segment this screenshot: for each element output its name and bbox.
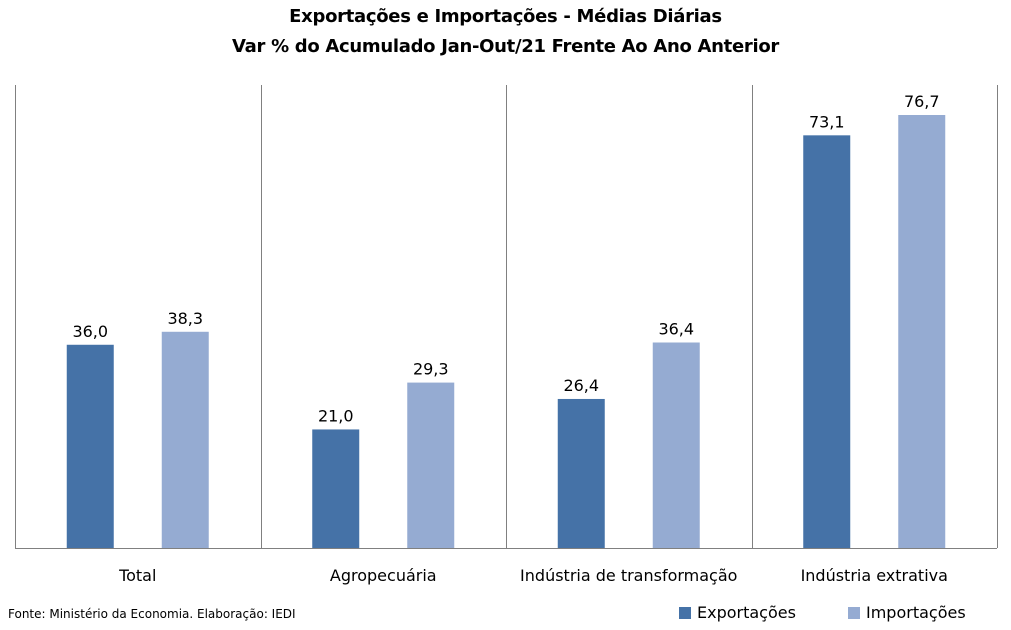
bar-importacoes-3 <box>898 115 946 548</box>
category-label-1: Agropecuária <box>330 566 437 585</box>
bar-importacoes-2 <box>652 342 700 548</box>
legend-label-importacoes: Importações <box>866 603 966 622</box>
bar-exportacoes-2 <box>557 398 605 548</box>
legend-item-exportacoes: Exportações <box>679 603 796 622</box>
bar-importacoes-1 <box>407 382 455 548</box>
data-label-importacoes-3: 76,7 <box>904 92 940 111</box>
bar-exportacoes-3 <box>803 135 851 548</box>
category-label-0: Total <box>118 566 156 585</box>
legend-swatch-exportacoes <box>679 606 691 619</box>
bar-exportacoes-0 <box>66 344 114 548</box>
legend-label-exportacoes: Exportações <box>697 603 796 622</box>
data-label-importacoes-2: 36,4 <box>658 320 694 339</box>
data-label-importacoes-1: 29,3 <box>413 360 449 379</box>
category-label-3: Indústria extrativa <box>801 566 948 585</box>
data-label-exportacoes-2: 26,4 <box>563 376 599 395</box>
bar-exportacoes-1 <box>312 429 360 548</box>
chart-subtitle: Var % do Acumulado Jan-Out/21 Frente Ao … <box>232 36 779 57</box>
bar-chart: 36,0 38,3 Total 21,0 29,3 Agropecuária 26,4 36,… <box>15 85 998 585</box>
legend-swatch-importacoes <box>848 606 860 619</box>
bar-importacoes-0 <box>161 331 209 548</box>
chart-title: Exportações e Importações - Médias Diári… <box>289 6 722 27</box>
source-note: Fonte: Ministério da Economia. Elaboraçã… <box>8 607 296 621</box>
data-label-exportacoes-1: 21,0 <box>318 406 354 425</box>
data-label-importacoes-0: 38,3 <box>167 309 203 328</box>
category-label-2: Indústria de transformação <box>520 566 737 585</box>
legend-item-importacoes: Importações <box>848 603 966 622</box>
data-label-exportacoes-0: 36,0 <box>72 322 108 341</box>
data-label-exportacoes-3: 73,1 <box>809 112 845 131</box>
